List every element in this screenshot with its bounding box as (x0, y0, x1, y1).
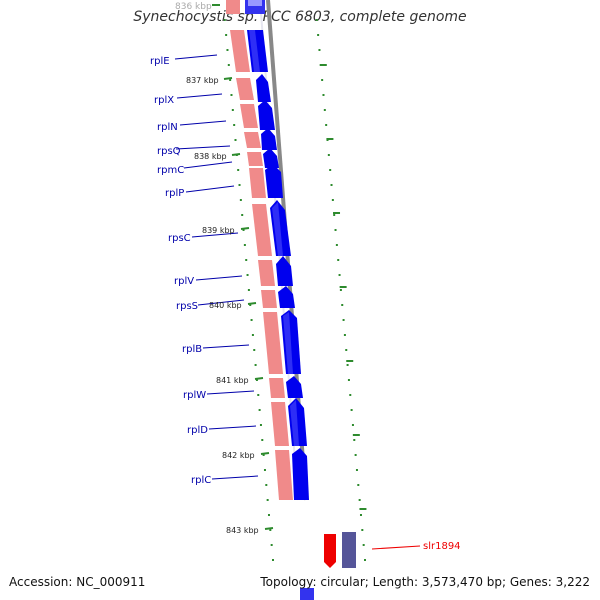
partial-gene-bottom[interactable] (300, 588, 314, 600)
gene-rpmC-pink[interactable] (247, 152, 263, 166)
gene-label[interactable]: rplB (182, 344, 202, 355)
gene-rpsS-blue[interactable] (278, 286, 295, 308)
partial-gene-blue-top[interactable] (248, 0, 262, 6)
gene-rpsS-pink[interactable] (261, 290, 277, 308)
gene-rplD-blue[interactable] (288, 398, 307, 446)
gene-label[interactable]: rpmC (157, 165, 184, 176)
gene-rpsC-pink[interactable] (252, 204, 272, 256)
gene-label[interactable]: rpsC (168, 233, 191, 244)
gene-rplC-pink[interactable] (275, 450, 293, 500)
gene-labels: rplE rplX rplN rpsQ rpmC rplP rpsC rplV … (150, 56, 211, 486)
gene-label[interactable]: rplN (157, 122, 178, 133)
gene-rplN-pink[interactable] (240, 104, 258, 128)
gene-label[interactable]: rplV (174, 276, 194, 287)
gene-label[interactable]: rpsS (176, 301, 198, 312)
gene-rplW-blue[interactable] (286, 376, 303, 398)
gene-slr1894-purple[interactable] (342, 532, 356, 568)
highlight-gene-label[interactable]: slr1894 (423, 541, 461, 552)
gene-highlights (249, 30, 299, 446)
gene-rplN-blue[interactable] (258, 100, 275, 130)
map-title: Synechocystis sp. PCC 6803, complete gen… (133, 9, 467, 25)
kbp-label: 842 kbp (222, 451, 255, 460)
partial-gene-pink[interactable] (226, 0, 240, 14)
gene-track (230, 30, 309, 500)
kbp-label: 838 kbp (194, 152, 227, 161)
kbp-ticks (223, 77, 274, 530)
gene-rplX-pink[interactable] (236, 78, 254, 100)
gene-rplB-blue[interactable] (281, 310, 301, 374)
kbp-labels: 837 kbp 838 kbp 839 kbp 840 kbp 841 kbp … (186, 76, 259, 535)
gene-label[interactable]: rplE (150, 56, 170, 67)
kbp-label: 843 kbp (226, 526, 259, 535)
gene-rplV-blue[interactable] (276, 256, 293, 286)
gene-rplP-pink[interactable] (249, 168, 266, 198)
highlight-leader-line (371, 545, 421, 550)
gene-label[interactable]: rplD (187, 425, 208, 436)
gene-rplV-pink[interactable] (258, 260, 275, 286)
top-kbp-label: 836 kbp (175, 2, 212, 12)
gene-rplD-pink[interactable] (271, 402, 289, 446)
gene-rpsQ-blue[interactable] (261, 128, 277, 150)
kbp-label: 840 kbp (209, 301, 242, 310)
gene-label[interactable]: rplC (191, 475, 211, 486)
gene-label[interactable]: rplX (154, 95, 174, 106)
gene-rplC-blue[interactable] (292, 448, 309, 500)
gene-label[interactable]: rpsQ (157, 146, 181, 157)
accession-text: Accession: NC_000911 (9, 575, 146, 589)
minor-ticks-left (223, 19, 274, 561)
gene-rplW-pink[interactable] (269, 378, 285, 398)
gene-rplX-blue[interactable] (256, 74, 271, 102)
gene-label[interactable]: rplP (165, 188, 184, 199)
gene-rpsQ-pink[interactable] (244, 132, 261, 148)
gene-rplB-pink[interactable] (263, 312, 283, 374)
gene-slr1894-red[interactable] (324, 534, 336, 568)
gene-label[interactable]: rplW (183, 390, 206, 401)
gene-rplP-blue[interactable] (265, 164, 283, 198)
gene-rpsC-blue[interactable] (270, 200, 291, 256)
gene-rpmC-blue[interactable] (263, 148, 279, 168)
kbp-label: 837 kbp (186, 76, 219, 85)
kbp-label: 841 kbp (216, 376, 249, 385)
leader-lines (174, 54, 259, 480)
gene-rplE-pink[interactable] (230, 30, 250, 72)
genome-summary: Topology: circular; Length: 3,573,470 bp… (260, 575, 590, 589)
minor-ticks-right (315, 19, 367, 561)
kbp-label: 839 kbp (202, 226, 235, 235)
gene-rplE-blue[interactable] (247, 30, 268, 72)
